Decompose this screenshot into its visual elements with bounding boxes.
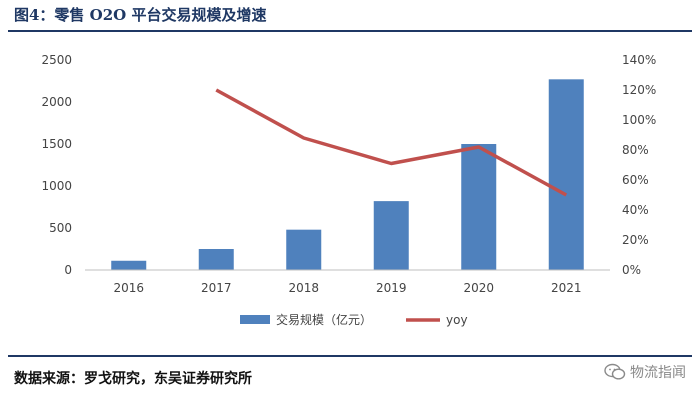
y-left-ticks: 0 500 1000 1500 2000 2500	[41, 53, 72, 277]
legend-line-label: yoy	[446, 313, 468, 327]
bars-group	[111, 79, 584, 270]
chart: 0 500 1000 1500 2000 2500 0% 20% 40% 60% 80% 100% 1…	[41, 53, 656, 327]
top-rule	[8, 30, 692, 32]
y-right-tick: 0%	[622, 263, 641, 277]
figure-title: 图4：零售 O2O 平台交易规模及增速	[14, 6, 267, 24]
bar-2020	[461, 144, 497, 270]
y-left-tick: 0	[64, 263, 72, 277]
x-ticks: 2016 2017 2018 2019 2020 2021	[113, 281, 581, 295]
bottom-rule	[8, 355, 692, 357]
legend-bar-label: 交易规模（亿元）	[276, 312, 372, 327]
watermark: 物流指闻	[604, 362, 686, 382]
y-right-tick: 100%	[622, 113, 656, 127]
x-tick: 2016	[113, 281, 144, 295]
y-right-ticks: 0% 20% 40% 60% 80% 100% 120% 140%	[622, 53, 656, 277]
y-right-tick: 20%	[622, 233, 649, 247]
bar-2021	[548, 79, 584, 270]
y-left-tick: 1500	[41, 137, 72, 151]
x-tick: 2020	[463, 281, 494, 295]
source-note: 数据来源：罗戈研究，东吴证券研究所	[14, 371, 252, 387]
watermark-text: 物流指闻	[630, 365, 686, 381]
wechat-icon	[604, 363, 626, 380]
y-left-tick: 1000	[41, 179, 72, 193]
y-right-tick: 120%	[622, 83, 656, 97]
y-left-tick: 2500	[41, 53, 72, 67]
bar-2018	[286, 229, 322, 270]
y-right-tick: 60%	[622, 173, 649, 187]
x-tick: 2017	[201, 281, 232, 295]
y-right-tick: 80%	[622, 143, 649, 157]
legend-bar-swatch	[240, 315, 270, 324]
bar-2016	[111, 260, 147, 270]
y-right-tick: 40%	[622, 203, 649, 217]
bar-2019	[373, 201, 409, 270]
x-tick: 2019	[376, 281, 407, 295]
y-right-tick: 140%	[622, 53, 656, 67]
yoy-line	[215, 88, 568, 197]
y-left-tick: 2000	[41, 95, 72, 109]
x-tick: 2021	[551, 281, 582, 295]
bar-2017	[198, 249, 234, 270]
x-tick: 2018	[288, 281, 319, 295]
y-left-tick: 500	[49, 221, 72, 235]
